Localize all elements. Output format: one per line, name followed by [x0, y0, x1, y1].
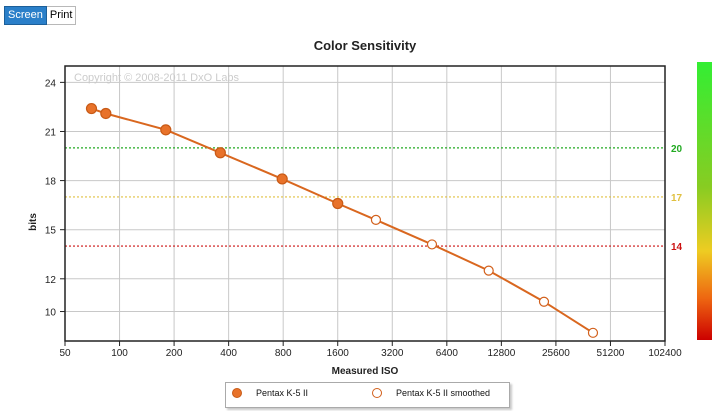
reference-label-20: 20 [671, 144, 683, 155]
data-point-measured [332, 197, 344, 210]
y-tick-label: 15 [45, 226, 57, 237]
data-point-smoothed [370, 214, 382, 225]
view-mode-tabs: Screen Print [4, 6, 77, 25]
y-tick-label: 21 [45, 127, 57, 138]
x-tick-label: 6400 [436, 348, 459, 359]
legend-item-series-1: Pentax K-5 II [232, 388, 308, 398]
legend-marker-filled-icon [232, 388, 242, 398]
data-point-smoothed [538, 296, 550, 307]
y-tick-label: 10 [45, 308, 57, 319]
y-tick-label: 18 [45, 177, 57, 188]
tab-screen[interactable]: Screen [4, 6, 47, 25]
x-tick-label: 800 [275, 348, 292, 359]
series-line [91, 107, 594, 334]
color-sensitivity-chart: Color Sensitivity bits Measured ISO Copy… [28, 38, 712, 377]
data-point-measured [160, 124, 172, 136]
data-point-smoothed [587, 327, 599, 338]
reference-label-17: 17 [671, 193, 683, 204]
chart-title: Color Sensitivity [314, 38, 417, 53]
x-tick-label: 1600 [327, 348, 350, 359]
x-tick-label: 12800 [487, 348, 515, 359]
x-tick-label: 200 [166, 348, 183, 359]
x-tick-label: 25600 [542, 348, 570, 359]
y-tick-label: 12 [45, 275, 57, 286]
data-point-measured [85, 102, 98, 115]
y-axis-label: bits [28, 213, 39, 231]
data-point-measured [214, 147, 226, 159]
x-tick-label: 400 [220, 348, 237, 359]
legend-label-series-1: Pentax K-5 II [256, 388, 309, 398]
watermark: Copyright © 2008-2011 DxO Labs [74, 72, 240, 84]
data-point-smoothed [426, 239, 438, 250]
x-axis-label: Measured ISO [332, 366, 399, 377]
sensitivity-color-scale [697, 62, 712, 340]
legend: Pentax K-5 II Pentax K-5 II smoothed [225, 382, 510, 408]
x-tick-label: 51200 [597, 348, 625, 359]
data-point-measured [276, 173, 288, 185]
data-point-measured [100, 107, 112, 120]
legend-label-series-2: Pentax K-5 II smoothed [396, 388, 491, 398]
plot-frame [64, 65, 666, 342]
x-tick-label: 3200 [381, 348, 404, 359]
tab-print[interactable]: Print [46, 6, 77, 25]
legend-item-series-2: Pentax K-5 II smoothed [372, 388, 490, 398]
x-tick-label: 50 [59, 348, 71, 359]
data-point-smoothed [483, 265, 494, 276]
legend-marker-hollow-icon [372, 388, 382, 398]
y-tick-label: 24 [45, 78, 57, 89]
x-tick-label: 100 [111, 348, 128, 359]
reference-label-14: 14 [671, 242, 683, 253]
x-tick-label: 102400 [648, 348, 682, 359]
